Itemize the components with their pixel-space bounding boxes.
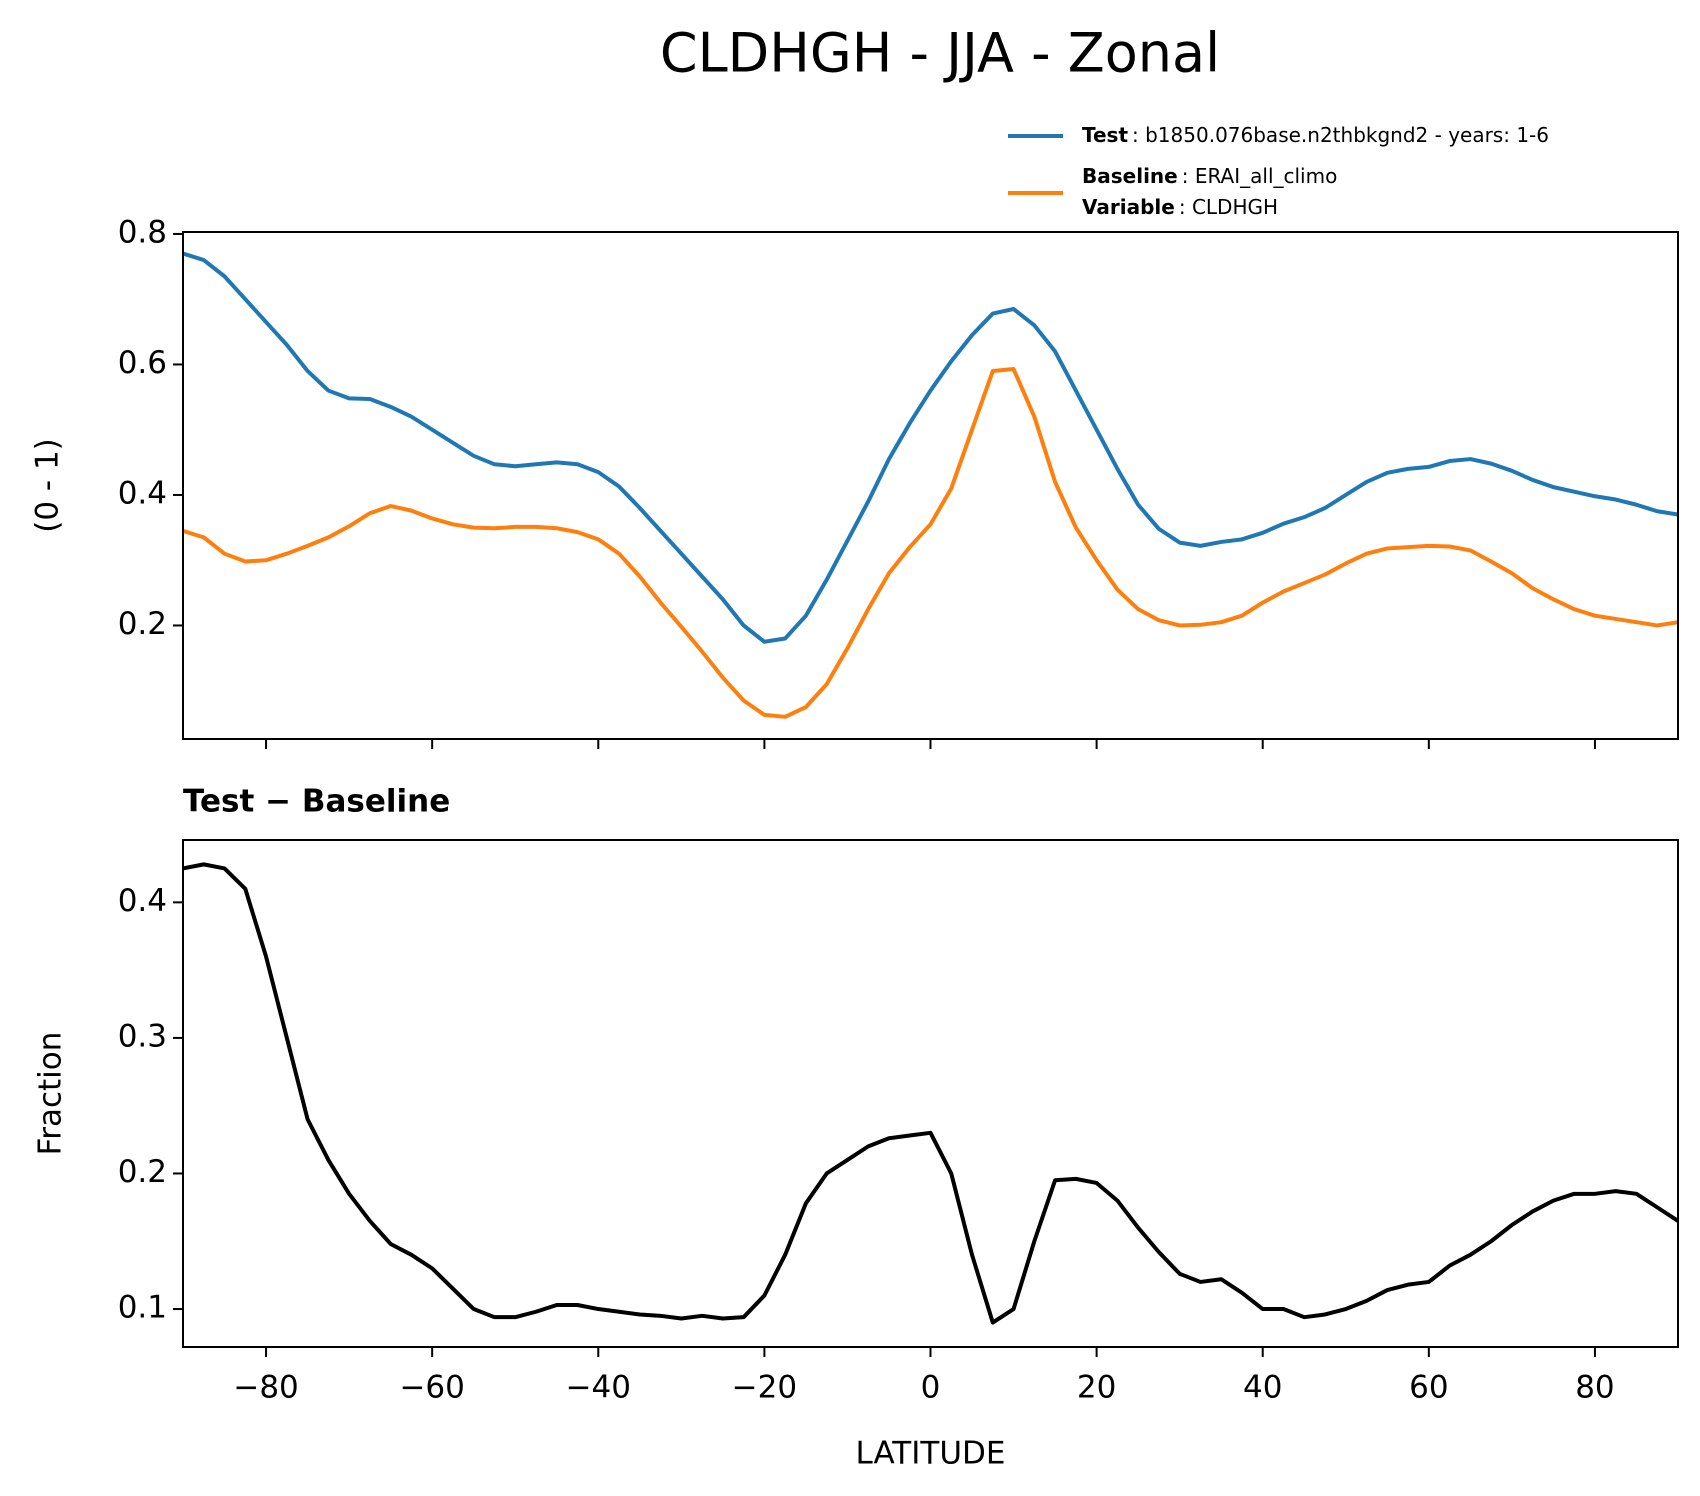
axes-frame	[182, 839, 1679, 1348]
x-tick-label: 80	[1575, 1370, 1614, 1406]
x-tick-label: −20	[732, 1370, 797, 1406]
legend-entry: Variable: CLDHGH	[1082, 195, 1278, 219]
legend-name: Test	[1082, 123, 1128, 147]
legend-name: Baseline	[1082, 164, 1178, 188]
x-tick-label: 60	[1409, 1370, 1448, 1406]
x-tick-label: −40	[566, 1370, 631, 1406]
data-line	[183, 251, 1678, 644]
y-tick-label: 0.1	[118, 1290, 167, 1326]
y-tick-label: 0.2	[118, 606, 167, 642]
y-tick-label: 0.2	[118, 1154, 167, 1190]
y-tick-label: 0.4	[118, 883, 167, 919]
y-tick-label: 0.4	[118, 475, 167, 511]
x-tick-label: 0	[921, 1370, 941, 1406]
y-axis-label: Fraction	[33, 1032, 69, 1156]
x-tick-label: −80	[233, 1370, 298, 1406]
x-tick-label: 20	[1077, 1370, 1116, 1406]
x-tick-label: −60	[399, 1370, 464, 1406]
legend-description: : ERAI_all_climo	[1182, 164, 1338, 188]
y-tick-label: 0.6	[118, 345, 167, 381]
legend-description: : b1850.076base.n2thbkgnd2 - years: 1-6	[1132, 123, 1549, 147]
axes-frame	[182, 231, 1679, 740]
y-tick-label: 0.8	[118, 214, 167, 250]
axes-title: Test − Baseline	[183, 784, 450, 820]
data-line	[183, 862, 1678, 1325]
y-tick-label: 0.3	[118, 1018, 167, 1054]
legend-name: Variable	[1082, 195, 1175, 219]
y-axis-label: (0 - 1)	[30, 438, 66, 533]
legend-entry: Test: b1850.076base.n2thbkgnd2 - years: …	[1082, 123, 1549, 147]
legend-entry: Baseline: ERAI_all_climo	[1082, 164, 1337, 188]
x-tick-label: 40	[1243, 1370, 1282, 1406]
x-axis-label: LATITUDE	[856, 1436, 1006, 1472]
figure-title: CLDHGH - JJA - Zonal	[660, 22, 1220, 85]
data-line	[183, 367, 1678, 719]
legend-description: : CLDHGH	[1179, 195, 1278, 219]
